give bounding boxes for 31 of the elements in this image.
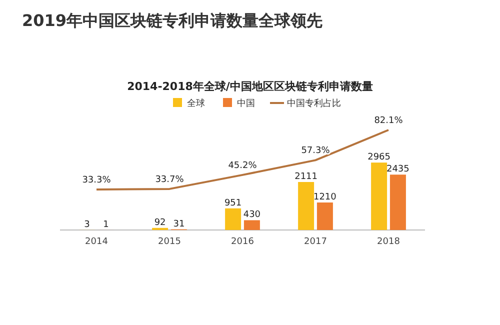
bar — [298, 182, 314, 230]
data-label: 92 — [154, 218, 166, 228]
legend-label: 中国 — [237, 98, 255, 109]
data-label: 3 — [84, 220, 90, 230]
data-label: 33.3% — [82, 175, 112, 186]
bar — [390, 174, 406, 230]
data-label: 2435 — [386, 164, 410, 175]
bar — [316, 202, 333, 230]
x-tick-label: 2016 — [231, 237, 254, 247]
data-label: 1 — [103, 220, 109, 230]
bar — [225, 208, 242, 230]
data-label: 2111 — [294, 172, 318, 182]
x-tick-label: 2015 — [158, 237, 181, 247]
legend-label: 中国专利占比 — [287, 98, 341, 109]
data-label: 951 — [224, 198, 242, 208]
data-label: 430 — [243, 210, 261, 220]
data-label: 1210 — [313, 192, 337, 202]
data-label: 82.1% — [374, 116, 404, 126]
x-tick-label: 2018 — [377, 237, 400, 247]
data-label: 33.7% — [155, 174, 184, 185]
legend-label: 全球 — [187, 98, 205, 109]
bar — [244, 220, 260, 230]
data-label: 45.2% — [228, 160, 258, 171]
chart-title: 2019年中国区块链专利申请数量全球领先 — [22, 11, 323, 30]
data-label: 57.3% — [301, 146, 330, 156]
data-label: 2965 — [368, 152, 391, 163]
chart-subtitle: 2014-2018年全球/中国地区区块链专利申请数量 — [127, 80, 373, 93]
x-tick-label: 2017 — [304, 237, 327, 247]
data-label: 31 — [173, 219, 185, 230]
bar — [371, 162, 388, 230]
x-tick-label: 2014 — [85, 237, 108, 247]
